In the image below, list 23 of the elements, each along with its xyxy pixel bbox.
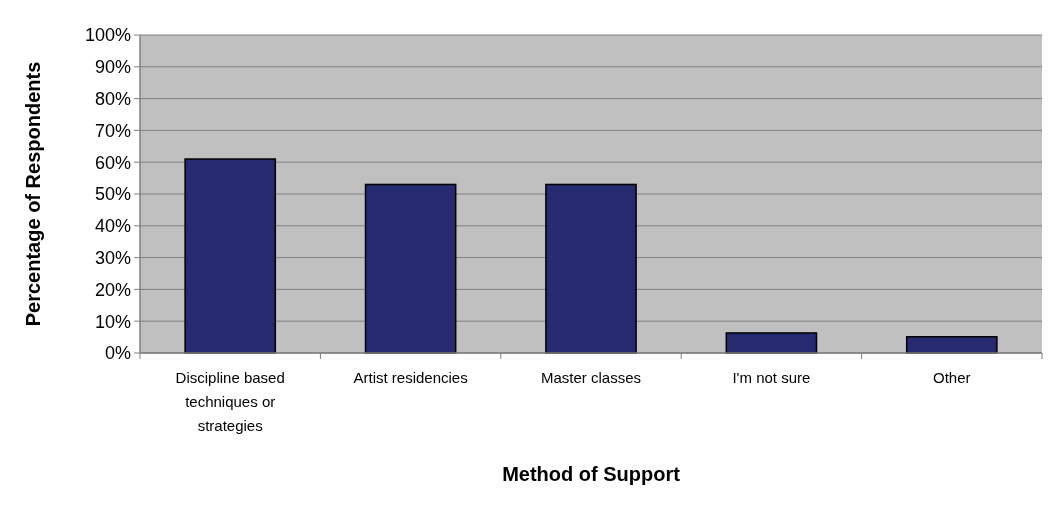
y-tick-label: 50% (94, 184, 131, 205)
bar (545, 183, 637, 354)
y-tick-label: 100% (84, 25, 131, 46)
y-tick-label: 40% (94, 216, 131, 237)
y-tick-label: 80% (94, 88, 131, 109)
y-tick-label: 10% (94, 311, 131, 332)
x-axis-title: Method of Support (502, 463, 681, 485)
x-tick-label: Other (933, 369, 971, 386)
bar (364, 183, 457, 354)
bar (905, 336, 998, 354)
y-tick-label: 0% (104, 343, 131, 364)
y-tick-label: 60% (94, 152, 131, 173)
x-tick-label: Master classes (540, 369, 642, 386)
x-tick-label: Artist residencies (353, 369, 468, 386)
y-tick-label: 20% (94, 279, 131, 300)
y-axis-title: Percentage of Respondents (22, 61, 44, 327)
bar (725, 332, 818, 354)
y-tick-label: 30% (94, 247, 131, 268)
y-tick-label: 70% (94, 120, 131, 141)
x-tick-label: I'm not sure (732, 369, 811, 386)
bar (184, 158, 277, 354)
x-tick-label: Discipline based techniques or strategies (175, 369, 285, 434)
y-tick-label: 90% (94, 57, 131, 78)
